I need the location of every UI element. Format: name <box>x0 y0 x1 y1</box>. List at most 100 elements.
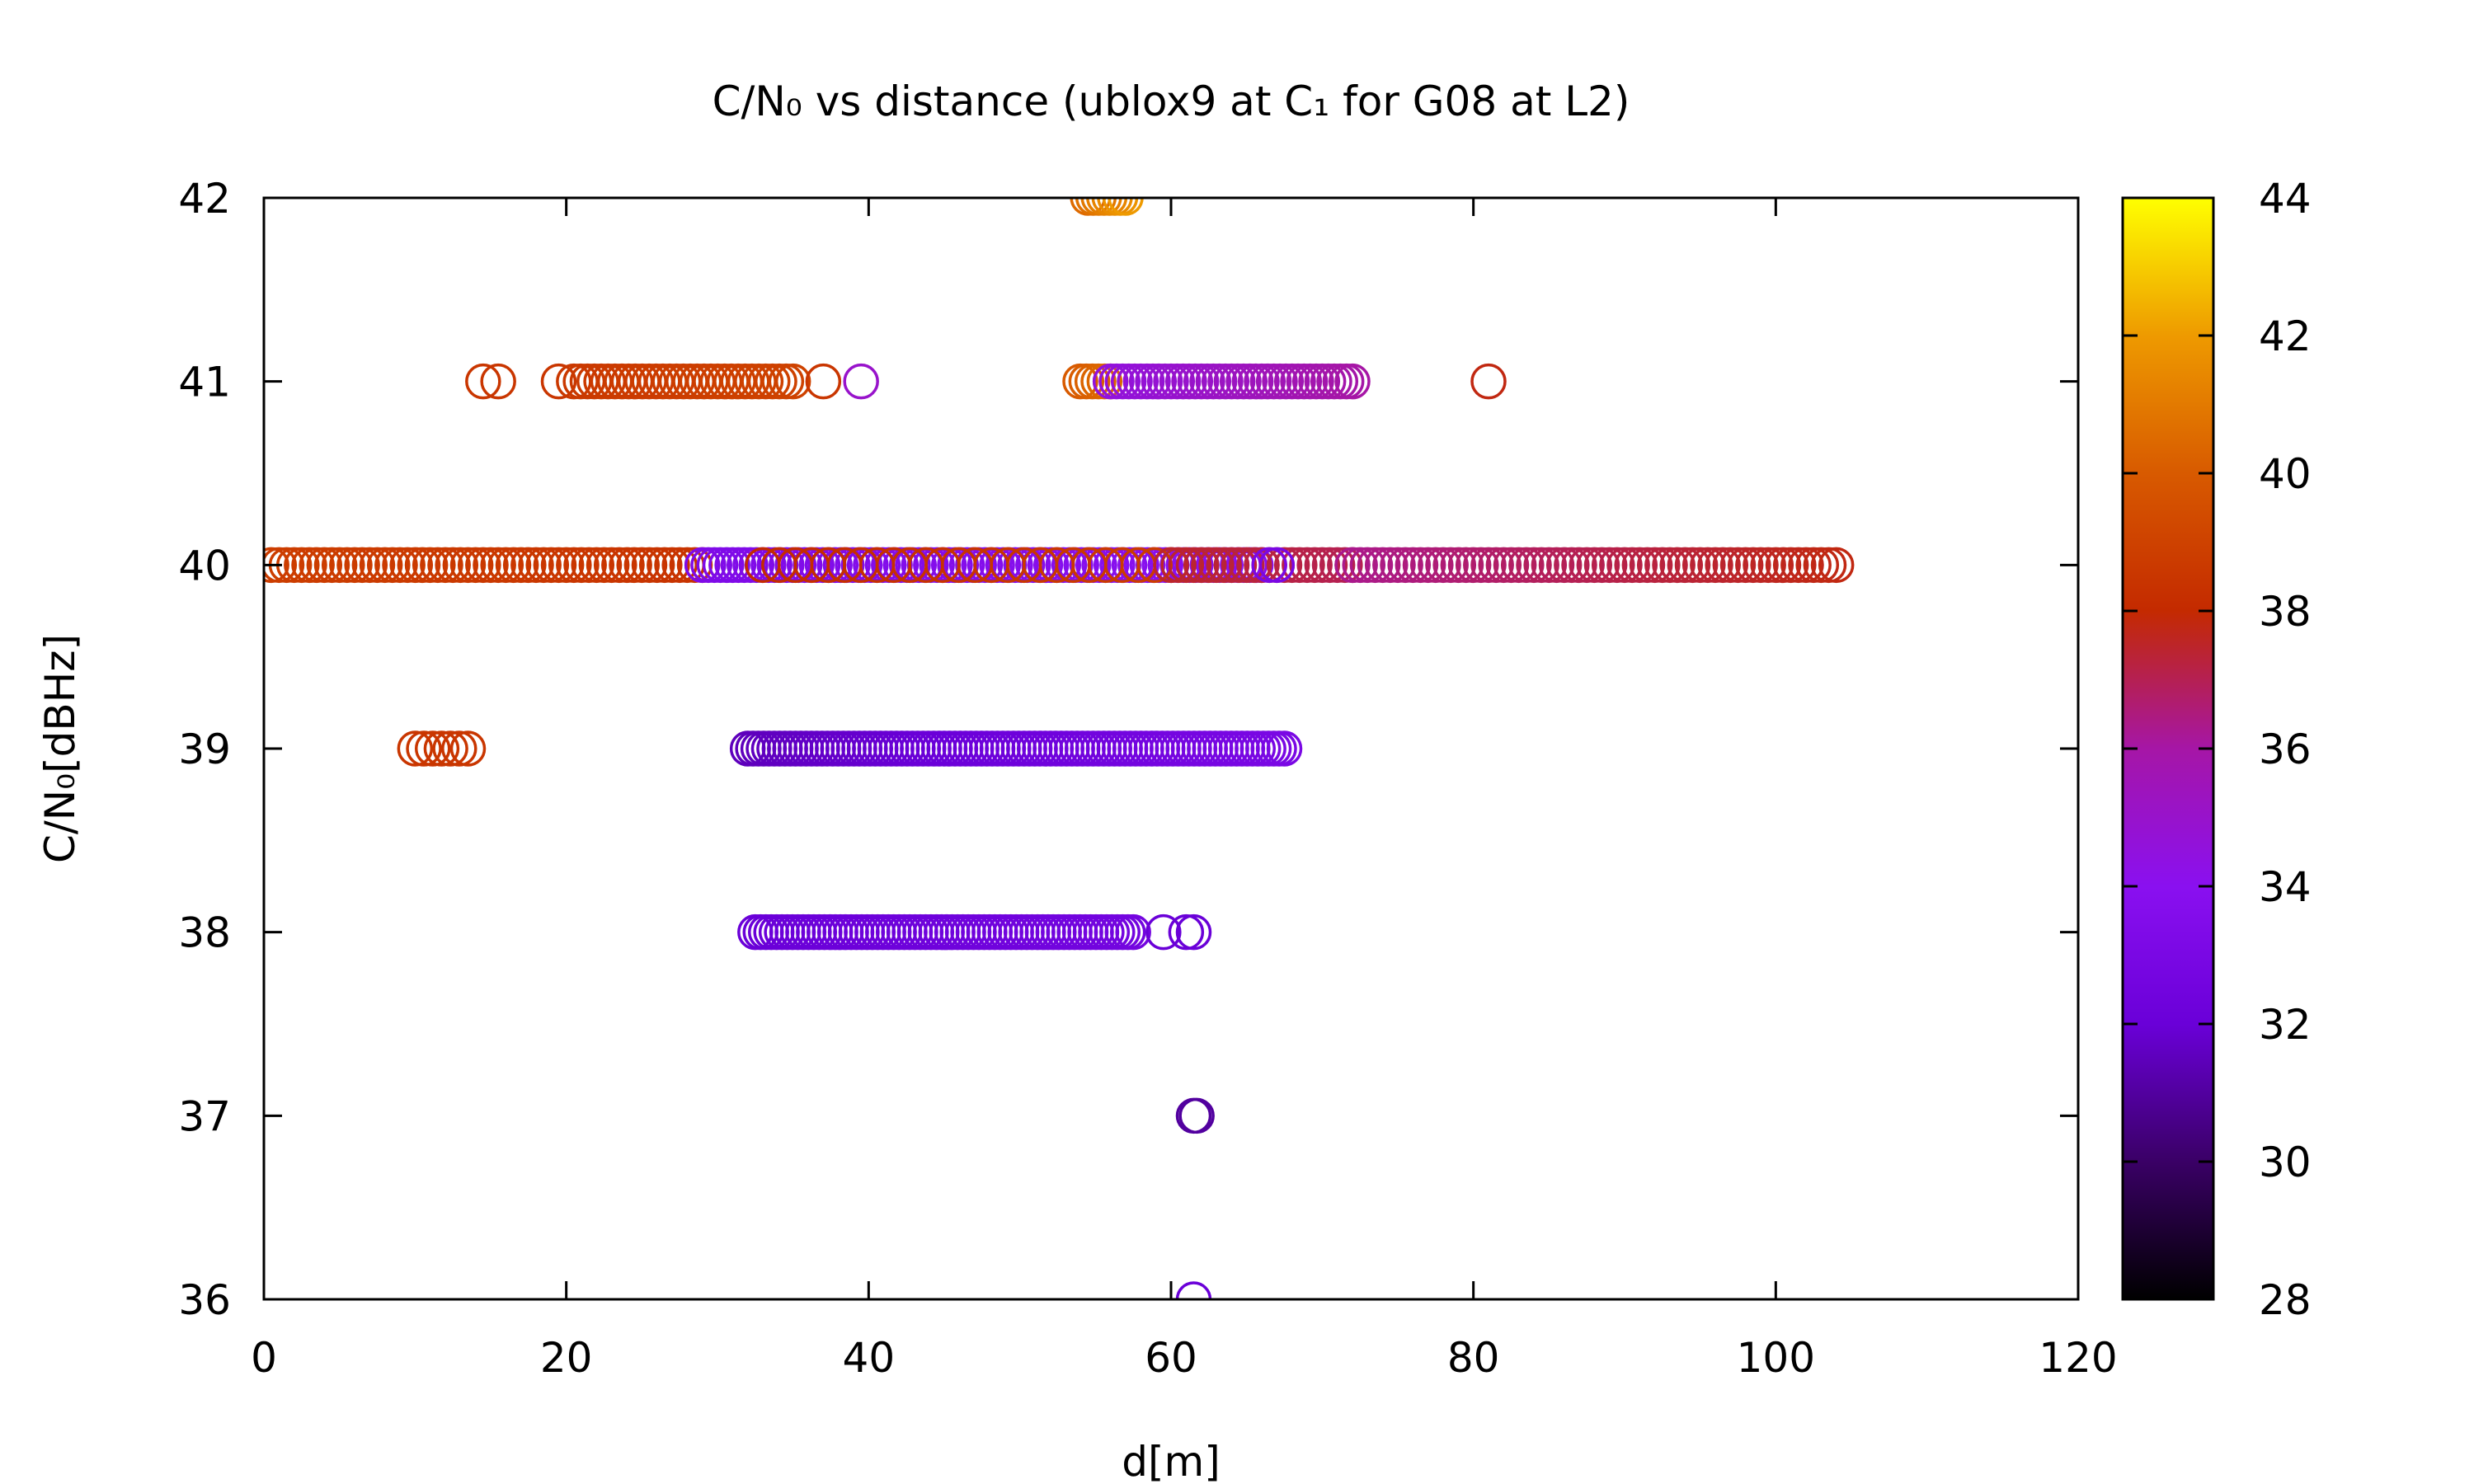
data-point <box>1334 547 1371 584</box>
data-point <box>465 547 501 584</box>
data-point <box>1236 547 1272 584</box>
data-point <box>1583 547 1620 584</box>
data-point <box>563 547 600 584</box>
data-point <box>1372 547 1409 584</box>
data-point <box>601 547 637 584</box>
data-point <box>1599 547 1635 584</box>
data-point <box>1772 547 1809 584</box>
data-point <box>1418 547 1454 584</box>
data-point <box>1183 547 1220 584</box>
data-point <box>291 547 327 584</box>
data-point <box>1545 547 1583 584</box>
data-point <box>299 547 335 584</box>
data-point <box>1788 547 1824 584</box>
x-tick-label: 0 <box>251 1334 277 1382</box>
data-point <box>1554 547 1590 584</box>
colorbar-tick-label: 38 <box>2259 588 2312 636</box>
data-point <box>1659 547 1696 584</box>
data-point <box>774 363 811 400</box>
data-point <box>1327 547 1363 584</box>
data-point <box>578 547 615 584</box>
data-point <box>321 547 358 584</box>
data-point <box>441 730 477 767</box>
data-point <box>344 547 380 584</box>
y-tick-label: 36 <box>178 1276 231 1324</box>
data-point <box>404 547 441 584</box>
data-point <box>1160 547 1197 584</box>
data-point <box>533 547 570 584</box>
y-tick-label: 38 <box>178 909 231 957</box>
data-point <box>351 547 388 584</box>
data-point <box>502 547 539 584</box>
data-point <box>1516 547 1552 584</box>
data-point <box>1311 547 1348 584</box>
data-point <box>1334 363 1371 400</box>
data-point <box>654 547 690 584</box>
colorbar-tick-label: 40 <box>2259 450 2312 498</box>
data-point <box>1175 1281 1212 1299</box>
data-point <box>382 547 418 584</box>
data-point <box>1273 547 1310 584</box>
data-point <box>336 547 373 584</box>
data-point <box>1690 547 1726 584</box>
data-point <box>1108 198 1144 216</box>
data-point <box>1614 547 1650 584</box>
data-point <box>1470 363 1507 400</box>
data-point <box>389 547 426 584</box>
x-tick-label: 40 <box>843 1334 896 1382</box>
data-point <box>1153 547 1189 584</box>
data-point <box>525 547 562 584</box>
data-point <box>1304 547 1341 584</box>
data-point <box>1750 547 1786 584</box>
data-point <box>1357 547 1394 584</box>
data-point <box>1175 913 1212 951</box>
data-point <box>449 730 487 767</box>
data-point <box>1213 547 1250 584</box>
data-point <box>374 547 411 584</box>
data-point <box>1576 547 1613 584</box>
y-tick-label: 37 <box>178 1092 231 1140</box>
data-point <box>423 730 460 767</box>
data-point <box>1795 547 1832 584</box>
data-point <box>548 547 585 584</box>
data-point <box>1289 547 1325 584</box>
colorbar-tick-label: 30 <box>2259 1139 2312 1186</box>
data-point <box>1115 913 1151 951</box>
data-point <box>366 547 403 584</box>
data-point <box>1178 1097 1215 1134</box>
data-point <box>1228 547 1265 584</box>
chart-title: C/N₀ vs distance (ublox9 at C₁ for G08 a… <box>713 77 1630 125</box>
x-tick-label: 80 <box>1447 1334 1500 1382</box>
data-point <box>1485 547 1522 584</box>
data-point <box>1470 547 1507 584</box>
data-point <box>540 547 577 584</box>
data-point <box>1221 547 1258 584</box>
colorbar-tick-label: 36 <box>2259 726 2312 773</box>
data-point <box>1266 547 1303 584</box>
data-point <box>1387 547 1423 584</box>
colorbar-ticks: 28 30 32 34 36 38 40 42 44 <box>2123 175 2312 1324</box>
data-point <box>1803 547 1840 584</box>
data-point <box>1425 547 1461 584</box>
y-tick-label: 41 <box>178 359 231 406</box>
data-point <box>1395 547 1432 584</box>
data-point <box>1561 547 1597 584</box>
data-point <box>1538 547 1575 584</box>
colorbar-tick-label: 32 <box>2259 1001 2312 1049</box>
data-point <box>1500 547 1537 584</box>
data-point <box>480 547 516 584</box>
colorbar-tick-label: 34 <box>2259 863 2312 911</box>
data-point <box>1508 547 1545 584</box>
data-point <box>593 547 630 584</box>
data-point <box>397 547 434 584</box>
data-point <box>473 547 509 584</box>
data-point <box>1531 547 1568 584</box>
data-point <box>495 547 532 584</box>
data-point <box>1780 547 1817 584</box>
colorbar: 28 30 32 34 36 38 40 42 44 <box>2121 175 2312 1324</box>
data-point <box>420 547 456 584</box>
data-point <box>1198 547 1235 584</box>
y-axis-title: C/N₀[dBHz] <box>36 634 84 863</box>
data-point <box>540 363 577 400</box>
data-point <box>1727 547 1764 584</box>
